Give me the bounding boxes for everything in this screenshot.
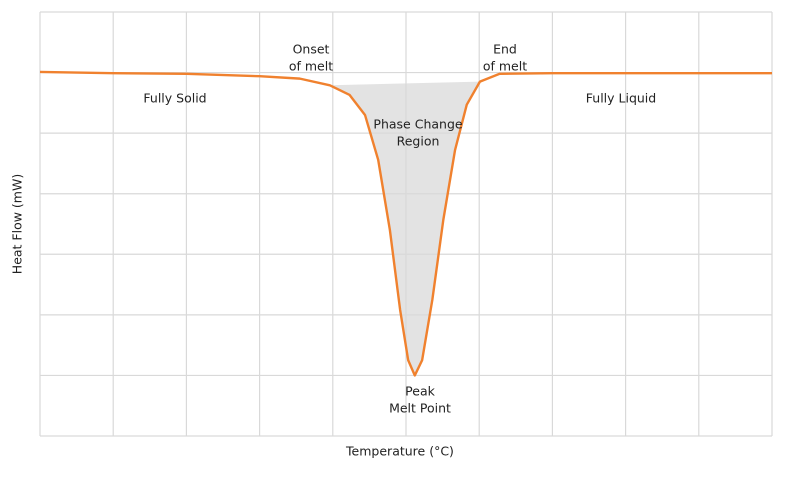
annotation: Onset <box>293 42 330 57</box>
annotation: of melt <box>483 59 527 74</box>
annotation: Peak <box>405 384 435 399</box>
annotation: Phase Change <box>373 117 462 132</box>
annotation: Melt Point <box>389 401 451 416</box>
annotation: of melt <box>289 59 333 74</box>
phase-change-region <box>329 81 480 376</box>
data-line <box>39 70 772 377</box>
annotation: Region <box>397 134 440 149</box>
x-axis-label: Temperature (°C) <box>345 444 454 459</box>
annotation: Fully Liquid <box>586 91 656 106</box>
annotation: Fully Solid <box>143 91 206 106</box>
annotation: End <box>493 42 517 57</box>
y-axis-label: Heat Flow (mW) <box>10 174 25 274</box>
